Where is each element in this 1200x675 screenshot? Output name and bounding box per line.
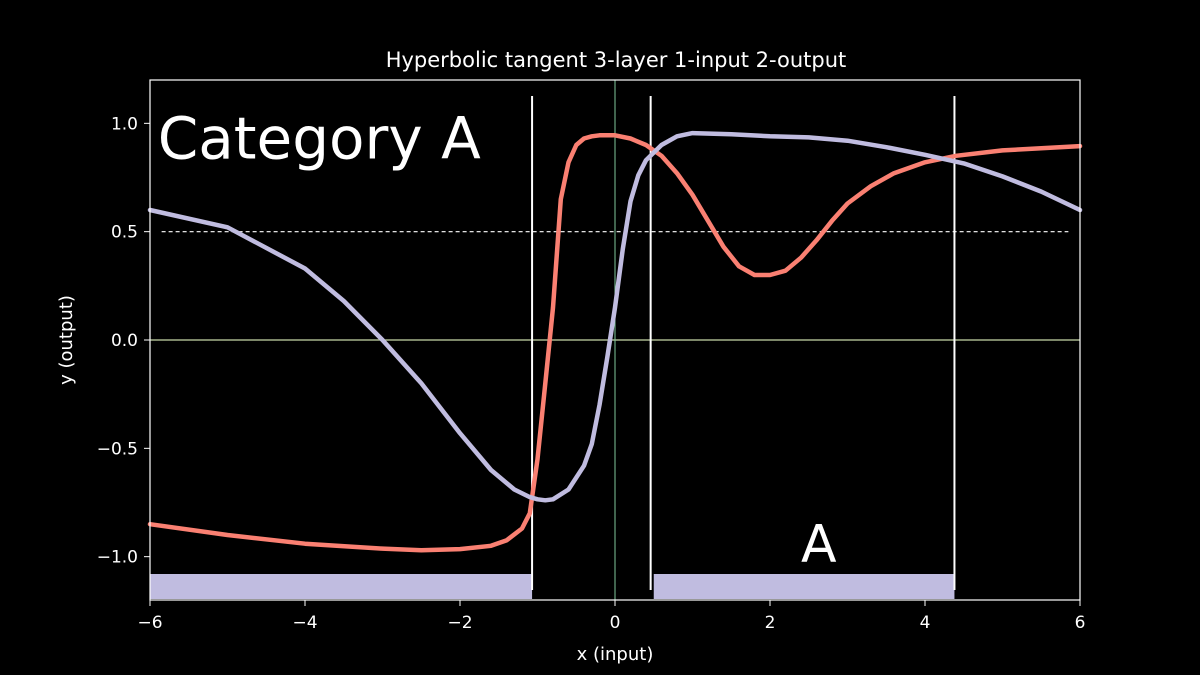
band-0 — [150, 574, 533, 599]
x-tick-label-3: 0 — [610, 613, 621, 633]
y-axis-label: y (output) — [56, 295, 77, 385]
y-tick-label-3: 0.5 — [111, 223, 138, 243]
x-axis-label: x (input) — [577, 644, 654, 665]
series-line-0 — [147, 133, 1083, 553]
annotation-1: A — [801, 515, 837, 575]
band-1 — [653, 574, 955, 599]
y-tick-label-2: 0.0 — [111, 331, 138, 351]
chart-title: Hyperbolic tangent 3-layer 1-input 2-out… — [386, 48, 847, 72]
series-group — [147, 130, 1083, 553]
x-tick-label-5: 4 — [920, 613, 931, 633]
decision-bands — [150, 574, 955, 599]
series-line-1 — [147, 130, 1083, 503]
y-tick-label-1: −0.5 — [97, 439, 138, 459]
x-tick-label-4: 2 — [765, 613, 776, 633]
y-tick-label-0: −1.0 — [97, 548, 138, 568]
x-tick-label-6: 6 — [1075, 613, 1086, 633]
x-axis: −6 −4 −2 0 2 4 6 — [137, 600, 1085, 633]
x-tick-label-1: −4 — [292, 613, 317, 633]
x-tick-label-0: −6 — [137, 613, 162, 633]
annotation-group: Category A A — [158, 105, 837, 575]
y-tick-label-4: 1.0 — [111, 114, 138, 134]
annotation-0: Category A — [158, 105, 481, 173]
x-tick-label-2: −2 — [447, 613, 472, 633]
y-axis: −1.0 −0.5 0.0 0.5 1.0 — [97, 114, 150, 568]
